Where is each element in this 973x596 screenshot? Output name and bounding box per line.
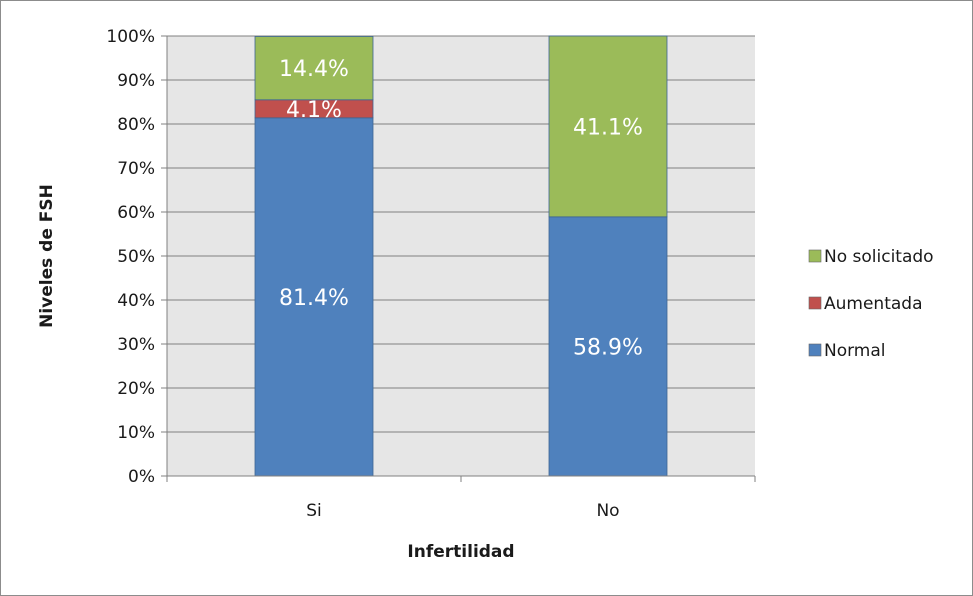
x-axis-title: Infertilidad bbox=[407, 542, 514, 562]
data-label: 41.1% bbox=[573, 115, 643, 140]
x-tick-label: No bbox=[596, 501, 619, 521]
y-tick-label: 20% bbox=[117, 379, 155, 399]
legend: No solicitado Aumentada Normal bbox=[808, 247, 934, 361]
y-axis: 0% 10% 20% 30% 40% 50% 60% 70% 80% 90% 100% bbox=[106, 27, 168, 487]
y-tick-label: 0% bbox=[128, 467, 155, 487]
legend-swatch bbox=[808, 249, 822, 263]
bar-segment bbox=[254, 36, 374, 101]
data-label: 81.4% bbox=[279, 286, 349, 311]
y-tick-label: 30% bbox=[117, 335, 155, 355]
x-tick-label: Si bbox=[306, 501, 322, 521]
data-label: 14.4% bbox=[279, 57, 349, 82]
legend-swatch bbox=[808, 343, 822, 357]
data-label: 4.1% bbox=[286, 98, 342, 123]
y-tick-label: 70% bbox=[117, 159, 155, 179]
y-axis-title: Niveles de FSH bbox=[37, 184, 57, 328]
y-tick-label: 10% bbox=[117, 423, 155, 443]
y-tick-label: 50% bbox=[117, 247, 155, 267]
bars: 81.4% 4.1% 14.4% 58.9% 41.1% bbox=[254, 35, 668, 477]
legend-label: No solicitado bbox=[824, 247, 934, 267]
y-tick-label: 80% bbox=[117, 115, 155, 135]
bar-segment bbox=[548, 216, 668, 477]
y-tick-label: 100% bbox=[106, 27, 155, 47]
bar-segment bbox=[254, 117, 374, 477]
legend-swatch bbox=[808, 296, 822, 310]
x-axis: Si No bbox=[166, 475, 756, 521]
data-label: 58.9% bbox=[573, 335, 643, 360]
legend-label: Normal bbox=[824, 341, 886, 361]
y-tick-label: 60% bbox=[117, 203, 155, 223]
y-tick-label: 40% bbox=[117, 291, 155, 311]
y-tick-label: 90% bbox=[117, 71, 155, 91]
bar-segment bbox=[548, 35, 668, 218]
legend-label: Aumentada bbox=[824, 294, 923, 314]
